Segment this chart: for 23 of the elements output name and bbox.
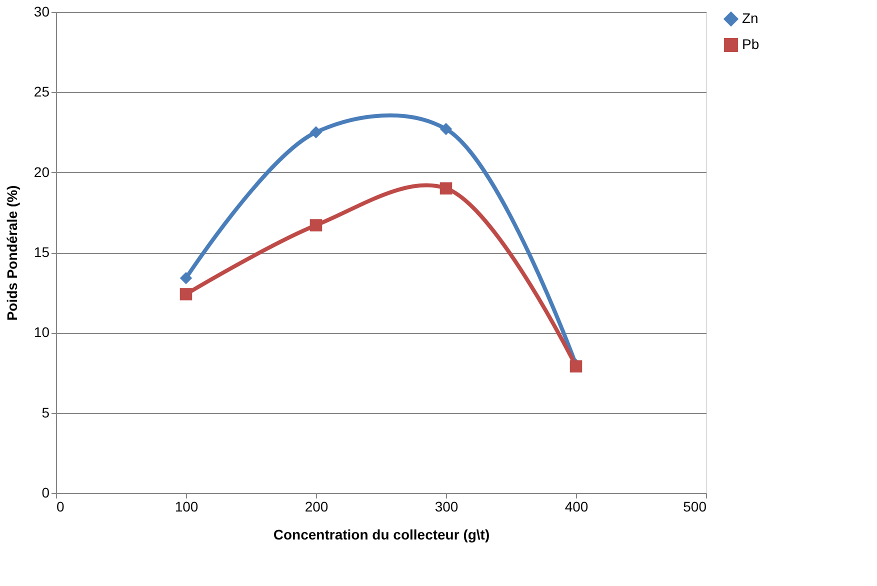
x-tick-label: 200 — [304, 498, 328, 514]
x-tick-label: 0 — [56, 498, 64, 514]
point — [310, 219, 322, 232]
x-tick-label: 400 — [564, 498, 588, 514]
point — [180, 272, 192, 284]
y-tick-label: 20 — [34, 164, 50, 180]
y-axis-title: Poids Pondérale (%) — [4, 185, 20, 321]
point — [310, 126, 322, 138]
y-tick-label: 5 — [42, 404, 50, 420]
point — [440, 122, 452, 136]
legend-label: Zn — [742, 10, 758, 26]
y-tick-label: 15 — [34, 244, 50, 260]
x-tick-label: 300 — [434, 498, 458, 514]
y-tick-label: 10 — [34, 324, 50, 340]
x-tick-label: 500 — [683, 498, 707, 514]
legend-label: Pb — [742, 36, 760, 52]
x-tick-label: 100 — [174, 498, 198, 514]
y-tick-label: 25 — [34, 84, 50, 100]
point — [180, 288, 192, 300]
point — [440, 182, 452, 194]
y-tick-label: 30 — [34, 4, 50, 20]
x-axis-title: Concentration du collecteur (g\t) — [273, 526, 490, 542]
y-tick-label: 0 — [42, 484, 50, 500]
